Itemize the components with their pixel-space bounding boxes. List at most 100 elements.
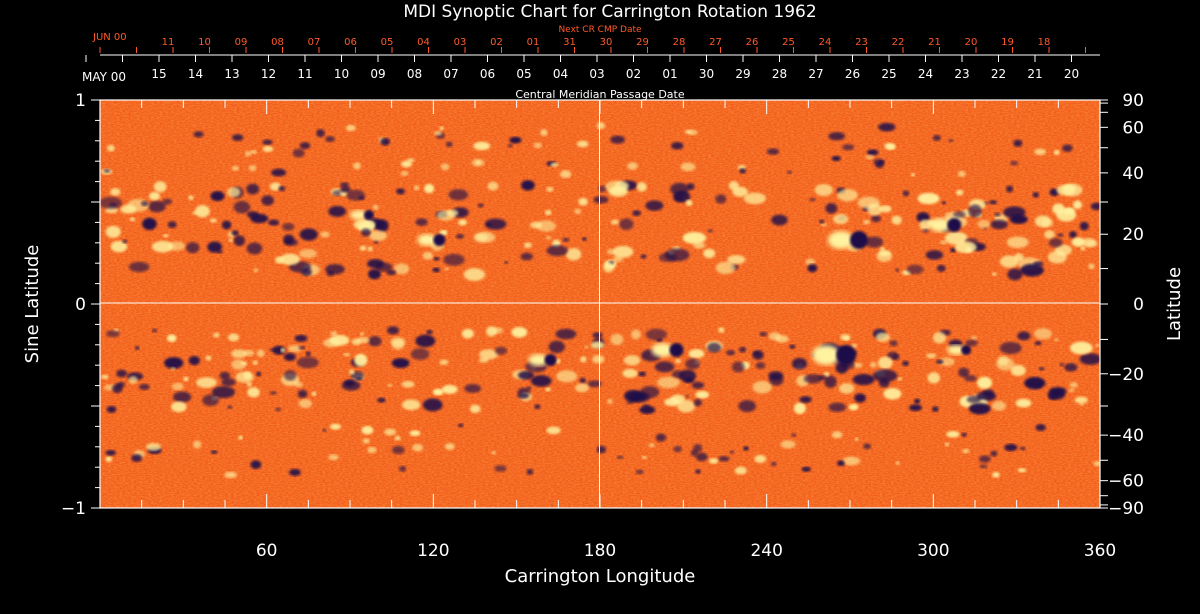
negative-flux-patch (256, 371, 262, 377)
negative-flux-patch (415, 218, 428, 227)
negative-flux-patch (297, 389, 308, 399)
positive-flux-patch (473, 141, 491, 151)
next-cmp-date-label: 29 (636, 37, 649, 48)
negative-flux-patch (906, 264, 924, 275)
negative-flux-patch (328, 205, 347, 217)
positive-flux-patch (440, 163, 450, 171)
negative-flux-patch (990, 219, 1008, 230)
positive-flux-patch (837, 189, 858, 202)
positive-flux-patch (862, 219, 870, 225)
negative-flux-patch (289, 468, 301, 477)
positive-flux-patch (565, 247, 582, 261)
negative-flux-patch (131, 454, 143, 463)
positive-flux-patch (578, 197, 588, 206)
negative-flux-patch (1079, 353, 1100, 365)
cmp-date-label: 29 (735, 67, 750, 81)
positive-flux-patch (852, 362, 863, 368)
positive-flux-patch (231, 165, 239, 171)
positive-flux-patch (1074, 396, 1088, 404)
negative-flux-patch (685, 394, 690, 398)
negative-flux-patch (202, 394, 219, 407)
cmp-date-label: 04 (553, 67, 568, 81)
negative-flux-patch (789, 344, 796, 349)
positive-flux-patch (991, 400, 1006, 411)
negative-flux-patch (950, 247, 956, 253)
positive-flux-patch (439, 126, 444, 131)
positive-flux-patch (752, 380, 772, 394)
negative-flux-patch (138, 383, 150, 391)
positive-flux-patch (298, 398, 312, 409)
negative-flux-patch (509, 136, 522, 144)
negative-flux-patch (301, 268, 312, 277)
negative-flux-patch (250, 460, 262, 470)
negative-flux-patch (134, 345, 140, 351)
negative-flux-patch (346, 189, 366, 201)
negative-flux-patch (685, 358, 700, 370)
negative-flux-patch (269, 347, 276, 352)
positive-flux-patch (641, 456, 647, 460)
negative-flux-patch (100, 196, 123, 210)
cmp-date-label: 06 (480, 67, 495, 81)
negative-flux-patch (791, 357, 808, 370)
negative-flux-patch (673, 445, 682, 453)
positive-flux-patch (592, 354, 605, 364)
negative-flux-patch (752, 350, 764, 360)
positive-flux-patch (105, 456, 113, 462)
cmp-date-label: 12 (261, 67, 276, 81)
positive-flux-patch (458, 219, 468, 226)
negative-flux-patch (803, 374, 823, 384)
negative-flux-patch (707, 342, 722, 353)
y-right-tick-label: −60 (1108, 472, 1144, 492)
cmp-date-label: 11 (297, 67, 312, 81)
positive-flux-patch (235, 371, 254, 383)
positive-flux-patch (932, 332, 947, 344)
positive-flux-patch (606, 248, 616, 255)
negative-flux-patch (936, 264, 946, 272)
negative-flux-patch (770, 461, 777, 467)
positive-flux-patch (688, 349, 705, 359)
negative-flux-patch (799, 396, 812, 403)
positive-flux-patch (401, 399, 421, 411)
cmp-date-label: 10 (334, 67, 349, 81)
positive-flux-patch (865, 154, 875, 160)
cmp-date-label: 13 (224, 67, 239, 81)
positive-flux-patch (362, 438, 370, 444)
cmp-date-label: 26 (845, 67, 860, 81)
positive-flux-patch (664, 398, 681, 407)
negative-flux-patch (283, 369, 297, 381)
negative-flux-patch (674, 195, 684, 202)
positive-flux-patch (439, 359, 449, 366)
negative-flux-patch (233, 200, 251, 214)
negative-flux-patch (526, 468, 534, 476)
positive-flux-patch (533, 142, 543, 149)
negative-flux-patch (759, 331, 768, 337)
negative-flux-patch (592, 332, 603, 338)
positive-flux-patch (946, 430, 960, 438)
cmp-date-axis: 15 14 13 12 11 10 09 08 07 06 05 04 03 02 01 30 29 28 27 26… (85, 54, 1100, 81)
x-axis: 60 120 180 240 300 360 (141, 100, 1116, 561)
negative-flux-patch (193, 131, 204, 138)
positive-flux-patch (843, 336, 850, 341)
positive-flux-patch (575, 383, 590, 393)
positive-flux-patch (962, 448, 970, 454)
positive-flux-patch (610, 333, 624, 346)
positive-flux-patch (440, 230, 447, 236)
next-cmp-date-label: 28 (673, 37, 686, 48)
negative-flux-patch (298, 345, 306, 350)
negative-flux-patch (368, 336, 382, 347)
positive-flux-patch (793, 402, 806, 415)
positive-flux-patch (867, 203, 882, 216)
active-region-positive (812, 345, 841, 365)
negative-flux-patch (445, 141, 453, 148)
negative-flux-patch (164, 357, 184, 369)
negative-flux-patch (283, 352, 296, 362)
positive-flux-patch (997, 355, 1009, 366)
negative-flux-patch (530, 375, 552, 387)
positive-flux-patch (400, 170, 409, 177)
positive-flux-patch (708, 458, 719, 464)
negative-flux-patch (116, 369, 128, 378)
negative-flux-patch (142, 217, 157, 231)
next-cmp-date-label: 01 (527, 37, 540, 48)
positive-flux-patch (584, 345, 589, 349)
cmp-date-label: 21 (1027, 67, 1042, 81)
